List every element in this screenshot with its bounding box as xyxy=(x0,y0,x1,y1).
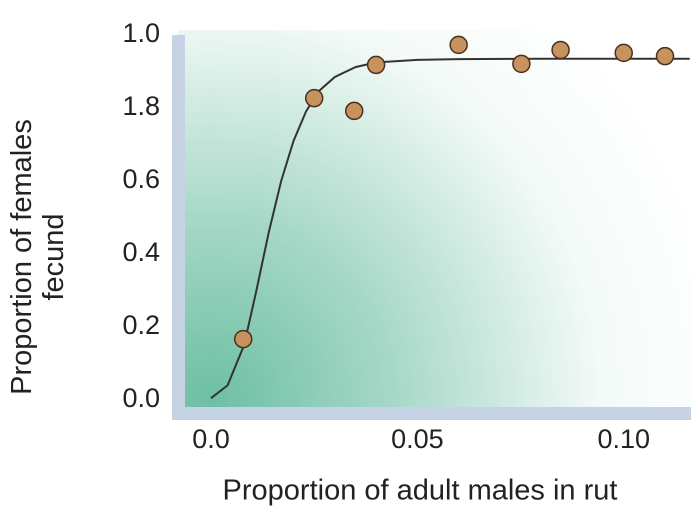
x-tick-label: 0.05 xyxy=(391,424,444,454)
y-tick-label: 0.2 xyxy=(122,310,160,340)
point xyxy=(655,46,675,66)
point xyxy=(512,54,531,74)
y-tick-label: 0.6 xyxy=(122,164,160,194)
point xyxy=(344,101,364,121)
y-tick-label: 1.0 xyxy=(122,18,160,48)
x-tick-label: 0.10 xyxy=(597,424,650,454)
point xyxy=(551,40,570,60)
point xyxy=(614,43,633,63)
y-tick-label: 0.4 xyxy=(122,237,160,267)
plot-background xyxy=(178,30,691,410)
y-tick-label: 1.8 xyxy=(122,91,160,121)
x-axis-label: Proportion of adult males in rut xyxy=(223,475,618,507)
x-axis-band xyxy=(172,407,691,420)
y-axis-label: Proportion of females fecund xyxy=(6,119,70,395)
point xyxy=(304,88,324,108)
y-tick-label: 0.0 xyxy=(122,383,160,413)
point xyxy=(366,55,386,75)
point xyxy=(233,329,253,349)
x-tick-label: 0.0 xyxy=(192,424,230,454)
y-axis-band xyxy=(172,35,185,420)
point xyxy=(449,35,468,55)
